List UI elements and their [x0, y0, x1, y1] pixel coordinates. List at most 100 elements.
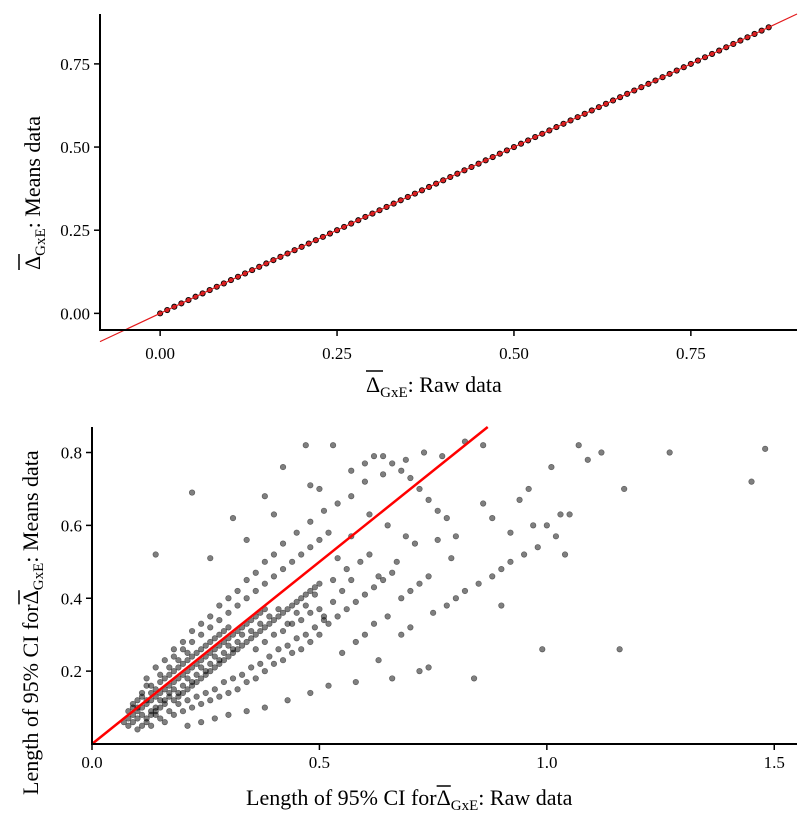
- bottom-data-point: [252, 587, 259, 595]
- bottom-x-title-symbol: Δ: [437, 785, 451, 810]
- bottom-data-point: [361, 460, 369, 467]
- bottom-data-point: [507, 529, 514, 536]
- bottom-data-point: [298, 595, 305, 602]
- bottom-y-tick-label: 0.6: [61, 516, 82, 535]
- bottom-data-point: [148, 711, 155, 718]
- bottom-data-point: [270, 631, 278, 638]
- bottom-data-point: [211, 653, 218, 660]
- bottom-data-point: [202, 642, 209, 649]
- bottom-data-point: [266, 620, 273, 627]
- bottom-data-point: [293, 529, 300, 536]
- bottom-data-point: [202, 689, 209, 697]
- bottom-data-point: [216, 602, 223, 609]
- bottom-data-point: [448, 555, 455, 562]
- bottom-data-point: [175, 693, 182, 700]
- bottom-data-point: [148, 722, 155, 729]
- bottom-data-point: [152, 664, 159, 671]
- bottom-data-point: [216, 617, 223, 624]
- bottom-data-point: [252, 646, 259, 653]
- bottom-data-point: [261, 558, 268, 565]
- bottom-data-point: [229, 675, 237, 682]
- bottom-data-point: [270, 660, 278, 667]
- bottom-data-point: [284, 606, 291, 613]
- bottom-data-point: [261, 493, 268, 500]
- top-x-title-subscript: GxE: [380, 385, 408, 401]
- bottom-data-point: [302, 591, 309, 598]
- bottom-data-point: [261, 668, 268, 675]
- bottom-data-point: [393, 558, 400, 565]
- bottom-data-point: [325, 682, 332, 689]
- bottom-data-point: [284, 697, 291, 704]
- bottom-data-point: [434, 536, 441, 544]
- bottom-data-point: [357, 558, 364, 565]
- bottom-data-point: [475, 580, 482, 587]
- bottom-data-point: [229, 514, 237, 522]
- bottom-data-point: [175, 657, 182, 664]
- bottom-data-point: [407, 474, 414, 482]
- bottom-data-point: [279, 540, 287, 547]
- bottom-data-point: [461, 587, 469, 595]
- bottom-data-point: [238, 642, 246, 649]
- bottom-data-point: [225, 653, 232, 660]
- svg-text:ΔGxE: Raw data: ΔGxE: Raw data: [366, 372, 502, 401]
- bottom-data-point: [398, 595, 405, 602]
- bottom-data-point: [316, 485, 323, 493]
- bottom-data-point: [275, 606, 282, 613]
- bottom-data-point: [184, 722, 191, 729]
- bottom-data-point: [311, 584, 318, 591]
- bottom-data-point: [498, 566, 505, 573]
- bottom-data-point: [157, 671, 164, 678]
- bottom-data-point: [379, 576, 387, 584]
- bottom-data-point: [539, 646, 546, 653]
- bottom-data-point: [379, 471, 387, 478]
- bottom-data-point: [134, 715, 141, 722]
- top-y-tick-label: 0.75: [60, 55, 90, 74]
- bottom-data-point: [293, 598, 300, 605]
- top-y-tick-label: 0.00: [60, 304, 90, 323]
- bottom-data-point: [289, 620, 296, 627]
- bottom-data-point: [507, 558, 514, 565]
- bottom-data-point: [179, 708, 187, 715]
- bottom-data-point: [307, 544, 314, 551]
- bottom-data-point: [302, 442, 309, 449]
- bottom-data-point: [184, 675, 191, 682]
- bottom-data-point: [307, 587, 314, 595]
- bottom-data-point: [207, 660, 214, 667]
- bottom-data-point: [366, 551, 373, 558]
- bottom-data-point: [234, 602, 241, 609]
- bottom-data-point: [152, 708, 159, 715]
- bottom-data-point: [238, 631, 246, 638]
- bottom-data-point: [248, 664, 255, 671]
- bottom-data-point: [316, 606, 323, 613]
- bottom-data-point: [198, 631, 205, 638]
- bottom-data-point: [261, 580, 268, 587]
- bottom-data-point: [252, 569, 259, 576]
- bottom-data-point: [307, 518, 314, 525]
- bottom-data-point: [307, 689, 314, 697]
- bottom-data-point: [225, 595, 232, 602]
- bottom-data-point: [348, 576, 355, 584]
- bottom-data-point: [302, 602, 309, 609]
- bottom-y-title-subscript: GxE: [31, 563, 47, 591]
- bottom-data-point: [161, 697, 168, 704]
- bottom-data-point: [334, 613, 341, 620]
- bottom-data-point: [434, 507, 441, 514]
- bottom-data-point: [211, 635, 218, 642]
- bottom-data-point: [270, 551, 278, 558]
- bottom-data-point: [320, 507, 328, 514]
- bottom-data-point: [207, 555, 214, 562]
- bottom-data-point: [452, 595, 459, 602]
- bottom-data-point: [179, 660, 187, 667]
- bottom-data-point: [166, 671, 173, 678]
- bottom-y-tick-label: 0.8: [61, 444, 82, 463]
- bottom-data-point: [243, 576, 250, 584]
- bottom-data-point: [543, 522, 550, 529]
- bottom-data-point: [220, 657, 228, 664]
- bottom-data-point: [452, 533, 459, 540]
- bottom-data-point: [243, 638, 250, 646]
- bottom-data-point: [584, 456, 591, 463]
- bottom-reference-line: [91, 426, 489, 745]
- bottom-x-ticks: 0.0 0.5 1.0 1.5: [81, 744, 785, 772]
- bottom-data-point: [170, 697, 177, 704]
